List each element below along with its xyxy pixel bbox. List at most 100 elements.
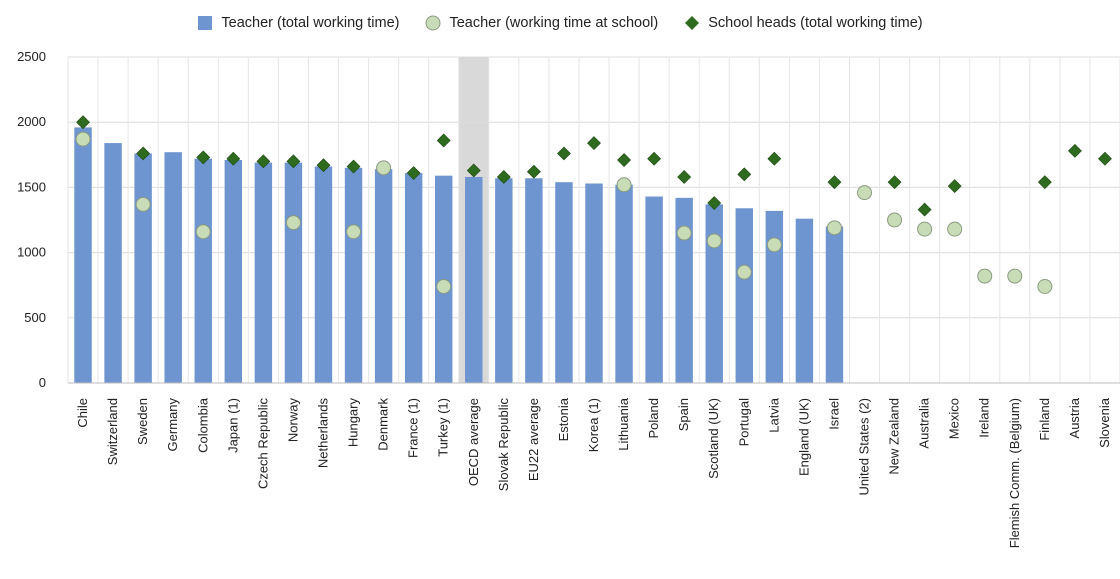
y-tick-label: 500	[24, 310, 46, 325]
diamond-point	[76, 115, 90, 130]
bar	[404, 173, 423, 383]
bar	[74, 127, 92, 383]
x-tick-label: Germany	[165, 398, 180, 452]
x-tick-label: EU22 average	[526, 398, 541, 481]
circle-point	[887, 212, 903, 228]
bar	[224, 160, 243, 383]
diamond-point	[827, 175, 842, 190]
x-tick-label: Chile	[75, 398, 90, 428]
x-tick-label: England (UK)	[796, 398, 811, 476]
bar	[104, 143, 122, 383]
x-tick-label: United States (2)	[857, 398, 872, 496]
y-tick-label: 2000	[17, 114, 46, 129]
legend-label-school-heads: School heads (total working time)	[708, 15, 923, 31]
circle-point	[195, 224, 211, 240]
x-tick-label: Ireland	[977, 398, 992, 438]
diamond-point	[1098, 151, 1112, 166]
x-tick-label: Switzerland	[105, 398, 120, 465]
x-tick-label: Japan (1)	[225, 398, 240, 453]
legend-circle-swatch	[425, 15, 441, 31]
bar	[344, 167, 363, 383]
circle-point	[1037, 279, 1053, 295]
bar	[795, 218, 814, 383]
diamond-point	[707, 196, 722, 210]
circle-point	[977, 268, 993, 284]
diamond-point	[737, 167, 752, 182]
x-tick-label: Austria	[1067, 397, 1082, 438]
x-tick-label: Denmark	[376, 398, 391, 451]
circle-point	[376, 160, 392, 176]
legend-item-school-heads: School heads (total working time)	[684, 15, 923, 31]
diamond-point	[196, 150, 211, 165]
diamond-point	[617, 153, 631, 167]
bar	[314, 166, 333, 383]
circle-point	[676, 225, 692, 241]
diamond-point	[557, 146, 571, 161]
bar	[284, 162, 303, 383]
x-tick-label: Slovak Republic	[496, 398, 511, 492]
bar	[194, 158, 212, 383]
x-tick-label: Israel	[826, 398, 841, 430]
y-tick-label: 1500	[17, 179, 46, 194]
diamond-point	[647, 151, 662, 166]
y-tick-label: 0	[39, 375, 46, 390]
y-tick-label: 2500	[17, 49, 46, 64]
circle-point	[857, 185, 873, 201]
diamond-point	[346, 159, 361, 174]
bar	[675, 197, 693, 383]
bar	[645, 196, 663, 383]
bar	[825, 226, 844, 383]
diamond-point	[887, 175, 902, 190]
bar	[525, 178, 543, 383]
bar	[615, 184, 633, 383]
x-tick-label: France (1)	[406, 398, 421, 458]
x-tick-label: Estonia	[556, 397, 571, 441]
circle-point	[736, 264, 752, 280]
bar	[164, 152, 182, 383]
x-tick-label: Slovenia	[1097, 397, 1112, 448]
diamond-point	[496, 170, 511, 184]
circle-point	[75, 131, 91, 147]
bar	[585, 183, 603, 383]
circle-point	[616, 177, 632, 193]
legend-item-teacher-total: Teacher (total working time)	[197, 15, 399, 31]
circle-point	[766, 237, 782, 253]
bar	[254, 162, 273, 383]
diamond-point	[406, 166, 421, 180]
x-tick-label: Australia	[917, 397, 932, 448]
bar	[555, 182, 573, 383]
x-tick-label: Norway	[285, 398, 300, 443]
circle-point	[1007, 268, 1023, 284]
legend-bar-swatch	[198, 16, 213, 30]
bar	[374, 169, 393, 383]
diamond-point	[947, 179, 962, 194]
x-tick-label: Scotland (UK)	[706, 398, 721, 479]
circle-point	[436, 279, 452, 295]
legend-diamond-swatch	[685, 16, 700, 30]
legend-label-teacher-school: Teacher (working time at school)	[449, 15, 659, 31]
diamond-point	[466, 163, 481, 178]
bar	[495, 178, 513, 383]
diamond-point	[226, 151, 241, 166]
chart-legend: Teacher (total working time) Teacher (wo…	[0, 10, 1120, 36]
diamond-point	[917, 202, 932, 217]
diamond-point	[677, 170, 692, 184]
circle-point	[135, 196, 151, 212]
x-tick-label: Latvia	[766, 397, 781, 432]
circle-point	[346, 224, 362, 240]
diamond-point	[587, 136, 601, 150]
circle-point	[947, 221, 963, 237]
y-tick-label: 1000	[17, 245, 46, 260]
circle-point	[285, 215, 301, 231]
bar	[765, 210, 784, 383]
x-tick-label: Colombia	[195, 397, 210, 453]
x-tick-label: Poland	[646, 398, 661, 438]
diamond-point	[436, 133, 451, 148]
legend-item-teacher-school: Teacher (working time at school)	[425, 15, 658, 31]
x-tick-label: Turkey (1)	[436, 398, 451, 457]
bar	[134, 153, 152, 383]
bar	[735, 208, 754, 383]
x-tick-label: Mexico	[947, 398, 962, 439]
